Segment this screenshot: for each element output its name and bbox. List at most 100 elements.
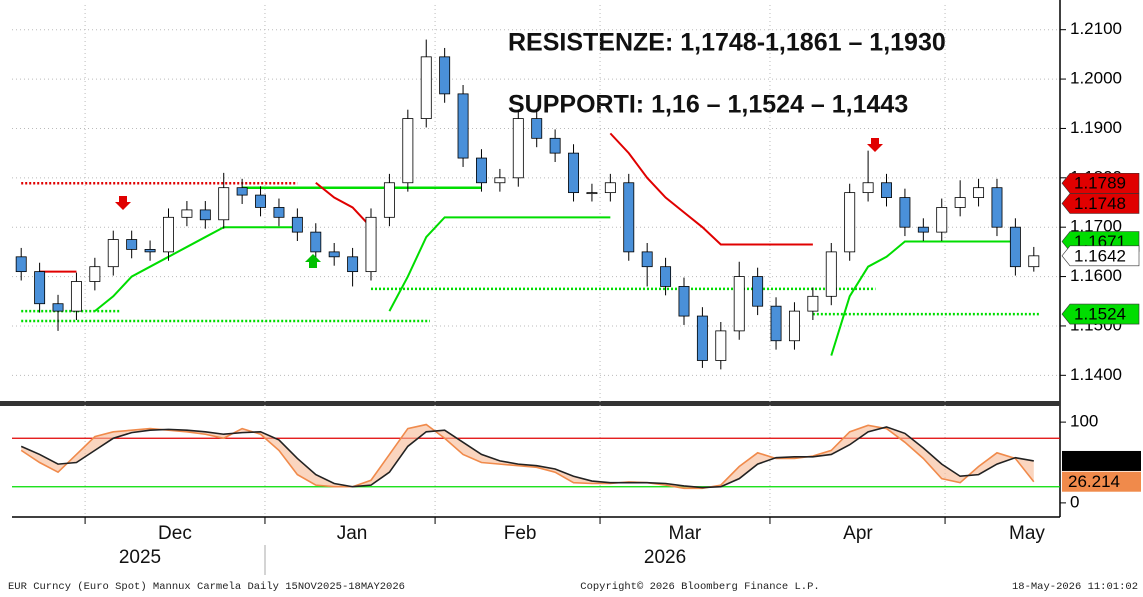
price-label: 1.1524 [1074, 305, 1126, 324]
y-tick-label: 1.1900 [1070, 118, 1122, 137]
candle-body [696, 315, 708, 361]
indicator-line [20, 423, 1035, 490]
price-label: 1.1789 [1074, 174, 1126, 193]
candle-body [733, 276, 745, 332]
candle-body [623, 182, 635, 253]
price-label: 1.1748 [1074, 194, 1126, 213]
x-tick-label: Feb [504, 523, 537, 544]
candle-body [383, 182, 395, 218]
candle-body [181, 209, 193, 218]
price-label: 1.1642 [1074, 246, 1126, 265]
footer-right: 18-May-2026 11:01:02 [1012, 581, 1138, 593]
indicator-label: 51.9014 [1068, 451, 1129, 470]
candle-body [917, 226, 929, 233]
candle-body [420, 56, 432, 119]
trailing-stop [388, 216, 611, 312]
y-tick-label: 1.1400 [1070, 365, 1122, 384]
candle-body [549, 137, 561, 154]
candle-body [604, 182, 616, 194]
candle-body [586, 192, 598, 195]
candle-body [310, 231, 322, 253]
candle-body [365, 216, 377, 273]
indicator-fill [21, 424, 1034, 489]
candle-body [273, 207, 285, 218]
trailing-stop [315, 181, 372, 228]
footer-left: EUR Curncy (Euro Spot) Mannux Carmela Da… [8, 581, 405, 593]
trailing-stop [830, 240, 1016, 356]
candle-body [770, 305, 782, 342]
candle-body [844, 192, 856, 253]
x-tick-label: Jan [337, 523, 368, 544]
indicator-label: 26.214 [1068, 472, 1120, 491]
candle-body [660, 266, 672, 287]
candle-body [347, 256, 359, 273]
footer-center: Copyright© 2026 Bloomberg Finance L.P. [580, 581, 819, 593]
y-tick-label: 1.2000 [1070, 69, 1122, 88]
candle-body [199, 209, 211, 221]
indicator-line [20, 426, 1034, 489]
candle-body [752, 276, 764, 307]
sell-arrow [115, 196, 131, 210]
candle-body [15, 256, 27, 273]
candle-body [862, 182, 874, 194]
year-label: 2025 [119, 547, 161, 568]
candle-body [568, 152, 579, 194]
trailing-stop [94, 226, 298, 312]
candle-body [328, 251, 340, 258]
candle-body [512, 118, 524, 179]
indicator-label-box [1062, 450, 1141, 471]
year-label: 2026 [644, 547, 686, 568]
candle-body [439, 56, 451, 95]
x-tick-label: Mar [669, 523, 702, 544]
candle-body [936, 207, 948, 233]
candle-body [1009, 226, 1021, 268]
panel-separator [0, 401, 1060, 406]
y2-tick-label: 0 [1070, 492, 1079, 511]
candle-body [52, 303, 64, 312]
y-tick-label: 1.2100 [1070, 19, 1122, 38]
sell-arrow [867, 138, 883, 152]
indicator-label-box [1062, 471, 1141, 492]
candle-body [973, 187, 985, 198]
candle-body [1028, 255, 1040, 268]
candle-body [881, 182, 892, 198]
candle-body [126, 239, 138, 250]
candle-body [89, 266, 101, 282]
candle-body [531, 118, 543, 139]
x-tick-label: Dec [158, 523, 192, 544]
candle-body [825, 251, 837, 297]
y2-tick-label: 100 [1070, 412, 1098, 431]
candle-body [218, 187, 230, 221]
price-label-box [1061, 193, 1140, 214]
candle-body [163, 216, 174, 253]
candle-body [70, 281, 82, 312]
x-tick-label: May [1009, 523, 1045, 544]
candle-body [107, 239, 119, 268]
candle-body [255, 194, 267, 208]
price-label-box [1061, 303, 1140, 325]
candle-body [788, 310, 800, 342]
trailing-stop [609, 132, 813, 246]
candle-body [144, 249, 156, 253]
candle-body [641, 251, 653, 268]
candle-body [899, 197, 911, 228]
x-tick-label: Apr [843, 523, 873, 544]
price-label-box [1061, 172, 1140, 194]
candle-body [34, 271, 46, 305]
candle-body [291, 216, 303, 233]
signal-arrows [115, 138, 883, 268]
y-tick-label: 1.1600 [1070, 266, 1122, 285]
candle-body [715, 330, 727, 361]
annotation: RESISTENZE: 1,1748-1,1861 – 1,1930 [508, 29, 946, 57]
candle-body [236, 187, 248, 196]
candle-body [494, 177, 506, 184]
y-tick-label: 1.1700 [1070, 217, 1122, 236]
candle-body [402, 118, 414, 184]
candle-body [678, 286, 690, 317]
candle-body [476, 157, 487, 184]
candle-body [807, 295, 819, 312]
candle-body [457, 93, 469, 159]
annotation: SUPPORTI: 1,16 – 1,1524 – 1,1443 [508, 91, 908, 119]
